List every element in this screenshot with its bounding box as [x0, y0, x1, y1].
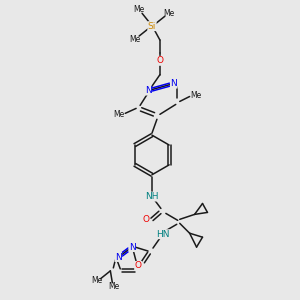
Text: NH: NH	[145, 192, 159, 201]
Text: N: N	[145, 86, 152, 95]
Text: N: N	[129, 243, 136, 252]
Text: O: O	[135, 261, 142, 270]
Text: N: N	[115, 253, 122, 262]
Text: Me: Me	[163, 9, 174, 18]
Text: Me: Me	[134, 5, 145, 14]
Text: Si: Si	[148, 22, 156, 31]
Text: Me: Me	[114, 110, 125, 119]
Text: Me: Me	[190, 91, 201, 100]
Text: Me: Me	[109, 282, 120, 291]
Text: O: O	[142, 215, 149, 224]
Text: Me: Me	[130, 34, 141, 43]
Text: O: O	[156, 56, 164, 65]
Text: Me: Me	[91, 276, 102, 285]
Text: HN: HN	[156, 230, 169, 239]
Text: N: N	[170, 79, 177, 88]
